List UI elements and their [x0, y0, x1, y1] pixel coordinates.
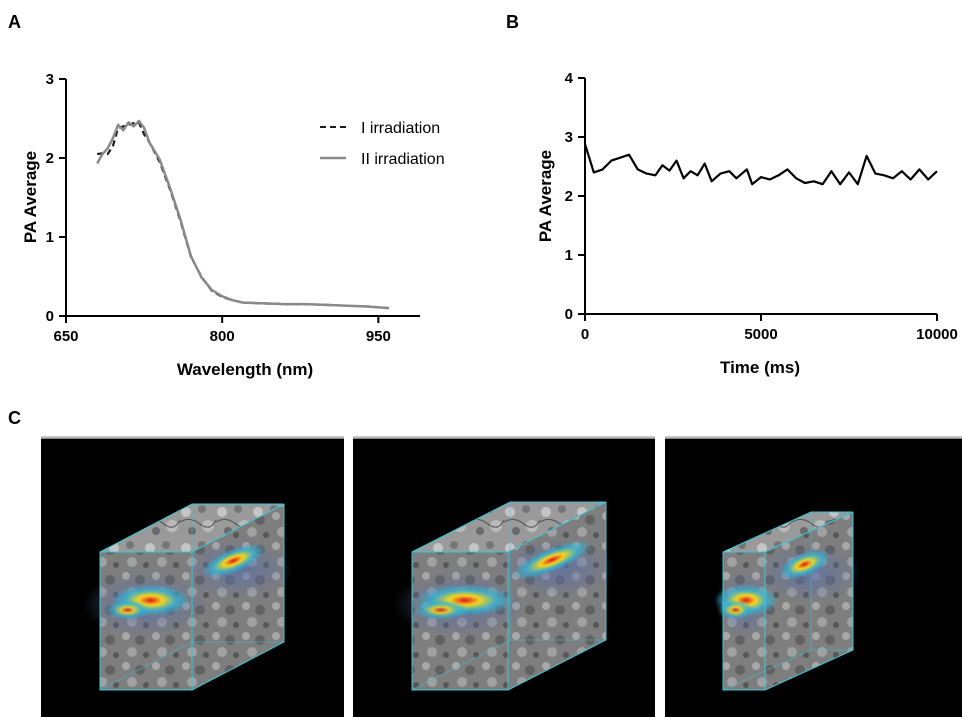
image-strip	[41, 436, 962, 717]
volume-top-face	[723, 512, 853, 552]
y-tick-label: 0	[565, 306, 573, 323]
x-tick-label: 5000	[744, 326, 777, 343]
bounding-box-edge	[99, 641, 193, 691]
chart-b-series	[583, 143, 938, 186]
chart-a-ylabel: PA Average	[21, 151, 40, 243]
bounding-box-edge	[722, 649, 812, 691]
x-tick-label: 950	[366, 328, 391, 345]
x-tick-label: 10000	[916, 326, 958, 343]
x-tick-label: 650	[53, 328, 78, 345]
y-tick-label: 2	[46, 150, 54, 167]
panel-label-a: A	[8, 12, 21, 32]
signal-hotspot	[512, 540, 592, 580]
chart-b-xlabel: Time (ms)	[720, 358, 800, 377]
x-tick-label: 800	[210, 328, 235, 345]
chart-a-xlabel: Wavelength (nm)	[177, 360, 313, 379]
signal-hotspot	[105, 599, 150, 620]
y-tick-label: 3	[46, 71, 54, 88]
chart-a-axes: 0 1 2 3 650 800 950	[46, 71, 420, 345]
signal-hotspot	[201, 543, 266, 578]
signal-hotspot	[778, 549, 831, 580]
y-tick-label: 3	[565, 129, 573, 146]
panel-label-b: B	[506, 12, 519, 32]
x-tick-label: 0	[581, 326, 589, 343]
series-line-1	[97, 121, 389, 310]
y-tick-label: 1	[565, 247, 573, 264]
chart-b: 0 1 2 3 4 0 5000 10000 Time (ms) PA Average	[536, 70, 958, 377]
y-tick-label: 0	[46, 308, 54, 325]
3d-render-3	[665, 436, 962, 717]
3d-render-2	[353, 436, 655, 717]
chart-b-ylabel: PA Average	[536, 150, 555, 242]
signal-hotspot	[413, 599, 469, 620]
chart-a-series	[96, 119, 389, 310]
bounding-box-edge	[411, 639, 511, 691]
legend-label-ii-irradiation: II irradiation	[361, 151, 445, 168]
y-tick-label: 1	[46, 229, 54, 246]
volume-top-face	[412, 502, 606, 552]
3d-render-1	[41, 436, 344, 717]
panel-label-c: C	[8, 408, 21, 428]
legend-label-i-irradiation: I irradiation	[361, 120, 440, 137]
chart-a: 0 1 2 3 650 800 950 Wavelength (nm) PA Average…	[21, 71, 445, 379]
y-tick-label: 2	[565, 188, 573, 205]
series-line-1	[583, 143, 938, 186]
signal-hotspot	[718, 599, 754, 620]
chart-b-axes: 0 1 2 3 4 0 5000 10000	[565, 70, 958, 343]
chart-a-legend: I irradiation II irradiation	[320, 120, 445, 168]
series-line-2	[96, 119, 389, 310]
y-tick-label: 4	[565, 70, 574, 87]
